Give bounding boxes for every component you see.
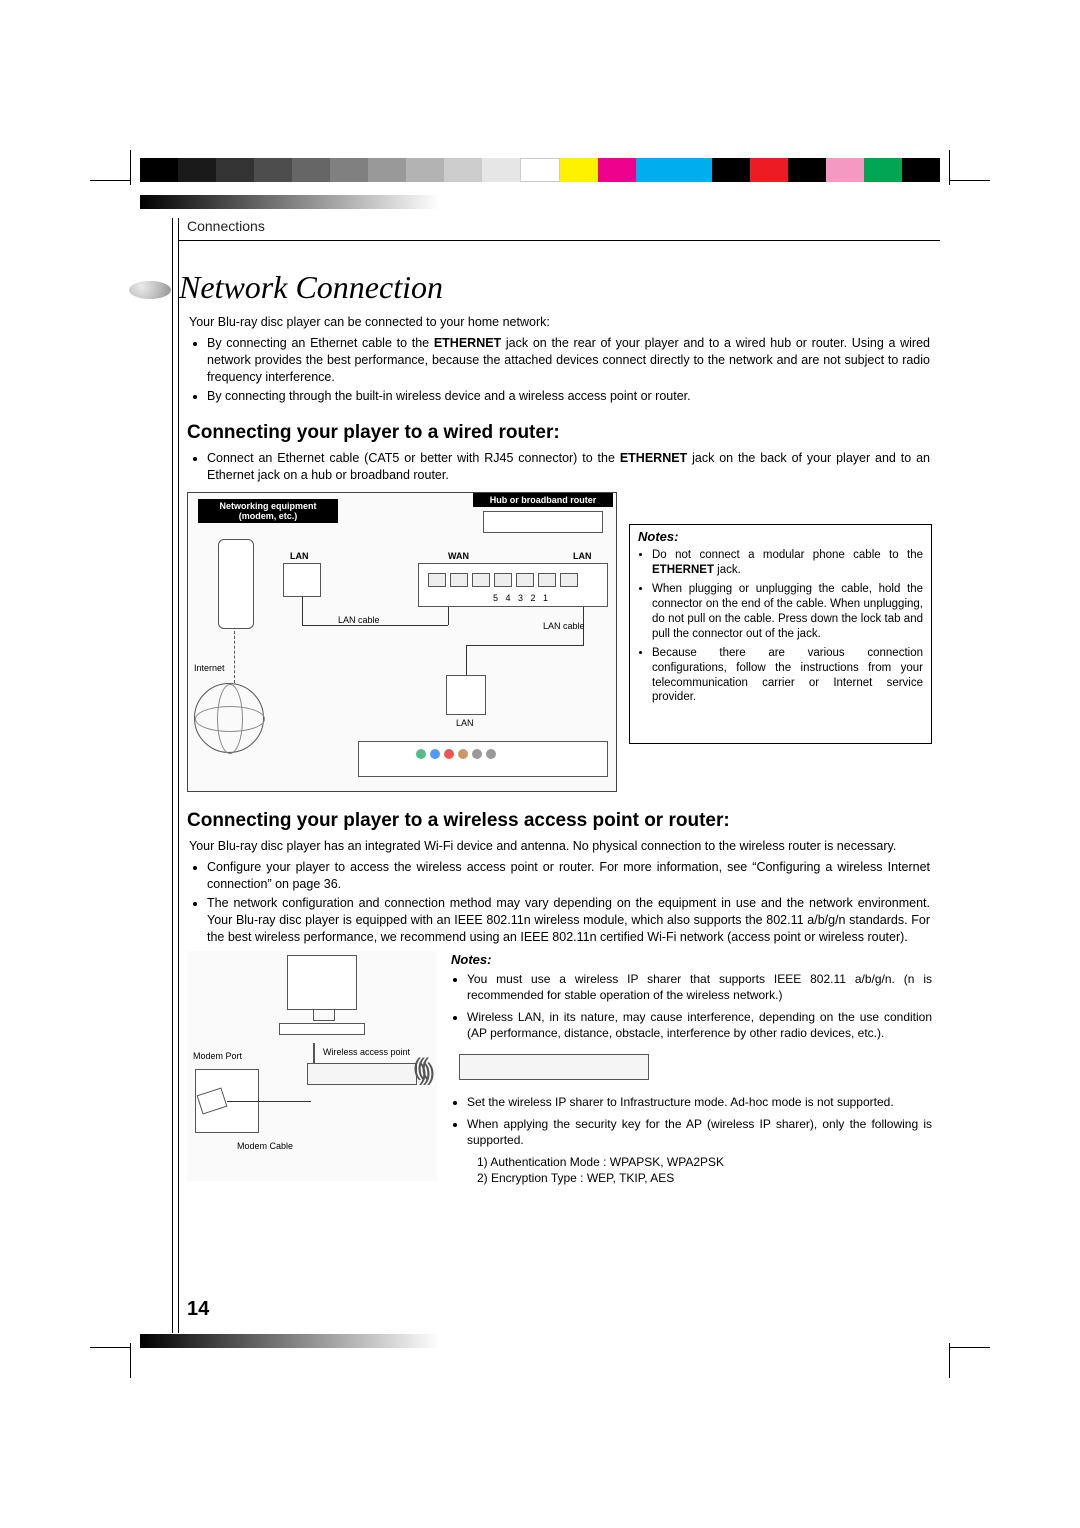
intro-text: Your Blu-ray disc player can be connecte… <box>189 314 930 331</box>
breadcrumb: Connections <box>187 218 940 234</box>
wireless-bullets: Configure your player to access the wire… <box>207 859 930 945</box>
lan-cable-2: LAN cable <box>543 621 585 631</box>
color-calibration-bar <box>140 158 940 182</box>
internet-label: Internet <box>194 663 225 673</box>
wireless-heading: Connecting your player to a wireless acc… <box>187 810 940 832</box>
wired-bullets: Connect an Ethernet cable (CAT5 or bette… <box>207 450 930 484</box>
list-item: When applying the security key for the A… <box>467 1116 932 1148</box>
modem-cable-label: Modem Cable <box>237 1141 293 1151</box>
rule <box>179 240 940 241</box>
list-item: The network configuration and connection… <box>207 895 930 946</box>
list-item: Because there are various connection con… <box>652 646 923 706</box>
lan-label-1: LAN <box>290 551 309 561</box>
lan-label-2: LAN <box>573 551 592 561</box>
list-item: You must use a wireless IP sharer that s… <box>467 971 932 1003</box>
list-item: By connecting through the built-in wirel… <box>207 388 930 405</box>
wan-label: WAN <box>448 551 469 561</box>
modem-port-label: Modem Port <box>193 1051 242 1061</box>
net-equip-label: Networking equipment (modem, etc.) <box>198 499 338 523</box>
section-title: Network Connection <box>179 269 940 306</box>
list-item: Set the wireless IP sharer to Infrastruc… <box>467 1094 932 1110</box>
wired-heading: Connecting your player to a wired router… <box>187 422 940 444</box>
list-item: When plugging or unplugging the cable, h… <box>652 582 923 642</box>
lan-cable-1: LAN cable <box>338 615 380 625</box>
wired-notes: Notes: Do not connect a modular phone ca… <box>629 524 932 744</box>
gradient-bar-bottom <box>140 1334 440 1348</box>
wireless-intro: Your Blu-ray disc player has an integrat… <box>189 838 930 855</box>
list-item: Do not connect a modular phone cable to … <box>652 548 923 578</box>
intro-bullets: By connecting an Ethernet cable to the E… <box>207 335 930 405</box>
notes-title-1: Notes: <box>638 529 923 546</box>
list-item: Configure your player to access the wire… <box>207 859 930 893</box>
list-item: By connecting an Ethernet cable to the E… <box>207 335 930 386</box>
hub-label: Hub or broadband router <box>473 493 613 507</box>
list-item: Connect an Ethernet cable (CAT5 or bette… <box>207 450 930 484</box>
list-item: Wireless LAN, in its nature, may cause i… <box>467 1009 932 1041</box>
wireless-notes: Notes: You must use a wireless IP sharer… <box>451 951 932 1186</box>
wireless-diagram: Modem Port Modem Cable Wireless access p… <box>187 951 437 1181</box>
gradient-bar-top <box>140 195 440 209</box>
page-number: 14 <box>187 1298 209 1321</box>
wap-label: Wireless access point <box>323 1047 410 1057</box>
notes-title-2: Notes: <box>451 951 932 969</box>
page-content: Connections Network Connection Your Blu-… <box>178 218 940 1333</box>
wired-diagram: Networking equipment (modem, etc.) Hub o… <box>187 492 617 792</box>
